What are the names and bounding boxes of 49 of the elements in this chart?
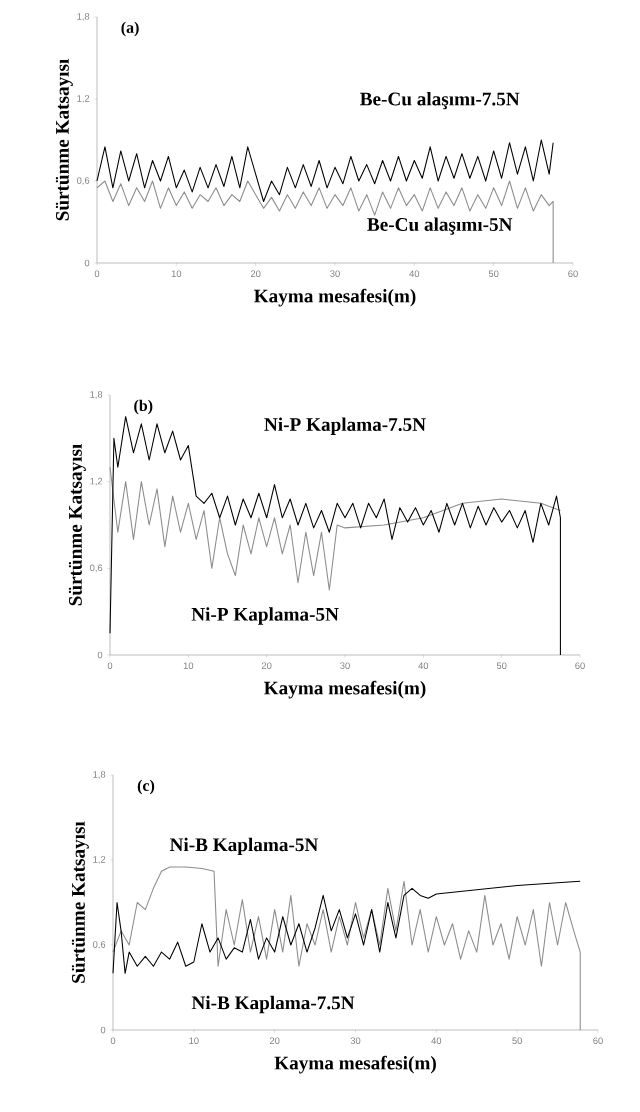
- x-axis-title: Kayma mesafesi(m): [274, 1055, 436, 1074]
- x-tick-label: 50: [488, 270, 499, 277]
- x-axis-title: Kayma mesafesi(m): [264, 680, 426, 699]
- x-tick-label: 50: [512, 1037, 522, 1044]
- y-tick-label: 1,2: [93, 856, 106, 864]
- y-tick-label: 0,6: [77, 177, 90, 185]
- x-tick-label: 20: [261, 662, 272, 669]
- y-tick-label: 1,2: [77, 95, 90, 103]
- y-tick-label: 1,2: [90, 477, 103, 486]
- annotation: (c): [137, 779, 155, 795]
- y-tick-label: 1,8: [77, 13, 90, 21]
- text: Ni-P Kaplama-7.5N: [264, 417, 426, 435]
- x-tick-label: 20: [269, 1037, 280, 1044]
- x-tick-label: 40: [409, 270, 420, 277]
- y-tick-label: 1,8: [90, 391, 103, 399]
- x-tick-label: 30: [330, 270, 340, 277]
- x-tick-label: 10: [183, 662, 194, 669]
- x-tick-label: 0: [107, 662, 113, 669]
- y-tick-label: 0: [100, 1026, 106, 1034]
- y-tick-label: 0,6: [90, 564, 103, 573]
- y-tick-label: 0: [84, 259, 90, 267]
- series-label: Be-Cu alaşımı-5N: [367, 217, 513, 235]
- line-series: [96, 139, 554, 203]
- y-tick-label: 1,8: [93, 771, 106, 779]
- y-axis-title: Sürtünme Katsayısı: [68, 443, 86, 606]
- y-axis-title: Sürtünme Katsayısı: [55, 58, 73, 221]
- x-tick-label: 50: [496, 662, 507, 669]
- x-tick-label: 30: [350, 1037, 361, 1044]
- y-tick-label: 0: [97, 651, 103, 659]
- x-tick-label: 40: [431, 1037, 442, 1044]
- x-tick-label: 30: [340, 662, 350, 669]
- x-tick-label: 10: [189, 1037, 199, 1044]
- series-label: Be-Cu alaşımı-7.5N: [360, 91, 520, 110]
- y-axis-title: Sürtünme Katsayısı: [71, 821, 89, 983]
- x-tick-label: 60: [575, 662, 585, 669]
- x-tick-label: 0: [110, 1037, 116, 1044]
- x-tick-label: 60: [593, 1037, 603, 1044]
- series-label: Ni-P Kaplama-5N: [191, 607, 339, 625]
- y-tick-label: 0,6: [93, 941, 106, 949]
- x-tick-label: 20: [250, 270, 261, 277]
- annotation: (a): [121, 21, 139, 37]
- x-tick-label: 60: [568, 270, 578, 277]
- annotation: (b): [134, 399, 153, 415]
- line-series: [109, 416, 561, 656]
- series-label: Ni-B Kaplama-7.5N: [191, 995, 355, 1014]
- x-tick-label: 40: [418, 662, 429, 669]
- series-label: Ni-B Kaplama-5N: [169, 837, 319, 856]
- x-tick-label: 10: [171, 270, 182, 277]
- x-axis-title: Kayma mesafesi(m): [254, 288, 416, 307]
